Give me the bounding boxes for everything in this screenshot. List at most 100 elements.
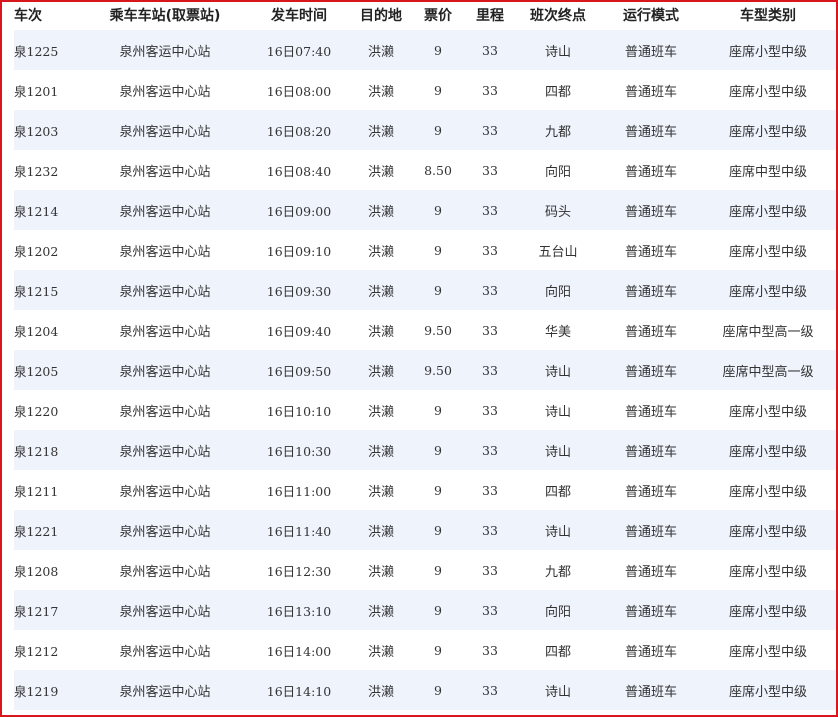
column-header-ticket-price: 票价 (410, 2, 466, 30)
cell-departure-time: 16日14:00 (266, 643, 332, 659)
table-row[interactable]: 泉1208 泉州客运中心站 16日12:30 洪濑 9 33 九都 普通班车 座席小型中级 (14, 550, 836, 590)
cell-departure-station: 泉州客运中心站 (119, 164, 211, 180)
cell-distance: 33 (466, 270, 514, 310)
cell-terminal: 四都 (544, 644, 571, 660)
cell-vehicle-type: 座席小型中级 (700, 30, 836, 70)
cell-bus-number: 泉1219 (14, 670, 84, 710)
cell-bus-number: 泉1205 (14, 350, 84, 390)
cell-operation-mode: 普通班车 (624, 244, 677, 260)
cell-ticket-price: 9 (410, 670, 466, 710)
cell-destination: 洪濑 (352, 430, 410, 470)
cell-distance: 33 (482, 402, 498, 418)
cell-terminal: 诗山 (544, 404, 571, 420)
cell-ticket-price: 9 (434, 642, 442, 658)
cell-terminal: 向阳 (544, 164, 571, 180)
cell-terminal: 九都 (544, 564, 571, 580)
cell-distance: 33 (466, 110, 514, 150)
cell-vehicle-type: 座席中型高一级 (700, 350, 836, 390)
cell-departure-station: 泉州客运中心站 (84, 30, 246, 70)
cell-vehicle-type: 座席小型中级 (728, 84, 807, 100)
cell-terminal: 九都 (514, 110, 602, 150)
cell-vehicle-type: 座席小型中级 (700, 270, 836, 310)
cell-departure-time: 16日13:10 (246, 590, 352, 630)
cell-departure-station: 泉州客运中心站 (119, 404, 211, 420)
truncated-content (377, 710, 557, 715)
cell-operation-mode: 普通班车 (602, 30, 700, 70)
cell-departure-station: 泉州客运中心站 (119, 484, 211, 500)
cell-terminal: 诗山 (514, 510, 602, 550)
table-row[interactable]: 泉1211 泉州客运中心站 16日11:00 洪濑 9 33 四都 普通班车 座席小型中级 (14, 470, 836, 510)
table-row[interactable]: 泉1201 泉州客运中心站 16日08:00 洪濑 9 33 四都 普通班车 座席小型中级 (14, 70, 836, 110)
cell-vehicle-type: 座席小型中级 (728, 484, 807, 500)
cell-bus-number: 泉1220 (14, 403, 59, 419)
cell-ticket-price: 9 (434, 242, 442, 258)
table-row[interactable]: 泉1218 泉州客运中心站 16日10:30 洪濑 9 33 诗山 普通班车 座席小型中级 (14, 430, 836, 470)
cell-departure-station: 泉州客运中心站 (84, 270, 246, 310)
cell-vehicle-type: 座席中型高一级 (722, 324, 814, 340)
cell-departure-time: 16日11:40 (246, 510, 352, 550)
table-row[interactable]: 泉1215 泉州客运中心站 16日09:30 洪濑 9 33 向阳 普通班车 座席小型中级 (14, 270, 836, 310)
cell-bus-number: 泉1212 (14, 643, 59, 659)
table-row[interactable]: 泉1225 泉州客运中心站 16日07:40 洪濑 9 33 诗山 普通班车 座席小型中级 (14, 30, 836, 70)
cell-terminal: 诗山 (514, 350, 602, 390)
cell-bus-number: 泉1217 (14, 590, 84, 630)
cell-departure-time: 16日10:30 (246, 430, 352, 470)
cell-bus-number: 泉1208 (14, 563, 59, 579)
cell-departure-station: 泉州客运中心站 (84, 590, 246, 630)
cell-operation-mode: 普通班车 (624, 564, 677, 580)
cell-ticket-price: 9 (410, 510, 466, 550)
cell-departure-time: 16日09:30 (246, 270, 352, 310)
table-row[interactable]: 泉1202 泉州客运中心站 16日09:10 洪濑 9 33 五台山 普通班车 座席小型中级 (14, 230, 836, 270)
table-header-row: 车次 乘车车站(取票站) 发车时间 目的地 票价 里程 班次终点 运行模式 车型类别 (14, 2, 836, 30)
column-header-departure-time: 发车时间 (246, 2, 352, 30)
cell-departure-station: 泉州客运中心站 (84, 110, 246, 150)
table-row[interactable]: 泉1212 泉州客运中心站 16日14:00 洪濑 9 33 四都 普通班车 座席小型中级 (14, 630, 836, 670)
table-row[interactable]: 泉1203 泉州客运中心站 16日08:20 洪濑 9 33 九都 普通班车 座席小型中级 (14, 110, 836, 150)
table-row[interactable]: 泉1219 泉州客运中心站 16日14:10 洪濑 9 33 诗山 普通班车 座席小型中级 (14, 670, 836, 710)
cell-departure-time: 16日07:40 (246, 30, 352, 70)
cell-distance: 33 (482, 482, 498, 498)
cell-destination: 洪濑 (352, 190, 410, 230)
cell-operation-mode: 普通班车 (602, 190, 700, 230)
cell-vehicle-type: 座席小型中级 (700, 670, 836, 710)
table-row[interactable]: 泉1204 泉州客运中心站 16日09:40 洪濑 9.50 33 华美 普通班车 座席中型高一… (14, 310, 836, 350)
cell-vehicle-type: 座席小型中级 (700, 590, 836, 630)
cell-bus-number: 泉1225 (14, 30, 84, 70)
cell-bus-number: 泉1201 (14, 83, 59, 99)
cell-distance: 33 (466, 30, 514, 70)
cell-vehicle-type: 座席小型中级 (700, 430, 836, 470)
cell-terminal: 向阳 (514, 270, 602, 310)
cell-distance: 33 (466, 190, 514, 230)
cell-terminal: 华美 (544, 324, 571, 340)
cell-distance: 33 (482, 82, 498, 98)
cell-destination: 洪濑 (367, 404, 394, 420)
cell-terminal: 四都 (544, 84, 571, 100)
table-row[interactable]: 泉1214 泉州客运中心站 16日09:00 洪濑 9 33 码头 普通班车 座席小型中级 (14, 190, 836, 230)
cell-departure-time: 16日09:10 (266, 243, 332, 259)
table-row[interactable]: 泉1205 泉州客运中心站 16日09:50 洪濑 9.50 33 诗山 普通班车 座席中型高一… (14, 350, 836, 390)
cell-distance: 33 (466, 670, 514, 710)
cell-departure-time: 16日08:40 (266, 163, 332, 179)
cell-terminal: 诗山 (514, 30, 602, 70)
cell-departure-station: 泉州客运中心站 (84, 670, 246, 710)
cell-terminal: 五台山 (538, 244, 578, 260)
cell-destination: 洪濑 (352, 110, 410, 150)
cell-destination: 洪濑 (367, 244, 394, 260)
cell-operation-mode: 普通班车 (624, 324, 677, 340)
table-row[interactable]: 泉1217 泉州客运中心站 16日13:10 洪濑 9 33 向阳 普通班车 座席小型中级 (14, 590, 836, 630)
cell-distance: 33 (482, 162, 498, 178)
bus-schedule-table: 车次 乘车车站(取票站) 发车时间 目的地 票价 里程 班次终点 运行模式 车型类别 泉1225… (14, 2, 836, 710)
table-row[interactable]: 泉1221 泉州客运中心站 16日11:40 洪濑 9 33 诗山 普通班车 座席小型中级 (14, 510, 836, 550)
cell-destination: 洪濑 (352, 30, 410, 70)
cell-departure-time: 16日08:00 (266, 83, 332, 99)
table-row[interactable]: 泉1232 泉州客运中心站 16日08:40 洪濑 8.50 33 向阳 普通班车 座席中型中级 (14, 150, 836, 190)
cell-bus-number: 泉1211 (14, 483, 59, 499)
cell-vehicle-type: 座席小型中级 (728, 404, 807, 420)
table-row[interactable]: 泉1220 泉州客运中心站 16日10:10 洪濑 9 33 诗山 普通班车 座席小型中级 (14, 390, 836, 430)
cell-vehicle-type: 座席小型中级 (700, 190, 836, 230)
cell-destination: 洪濑 (352, 270, 410, 310)
cell-destination: 洪濑 (367, 644, 394, 660)
cell-departure-time: 16日08:20 (246, 110, 352, 150)
cell-destination: 洪濑 (352, 590, 410, 630)
